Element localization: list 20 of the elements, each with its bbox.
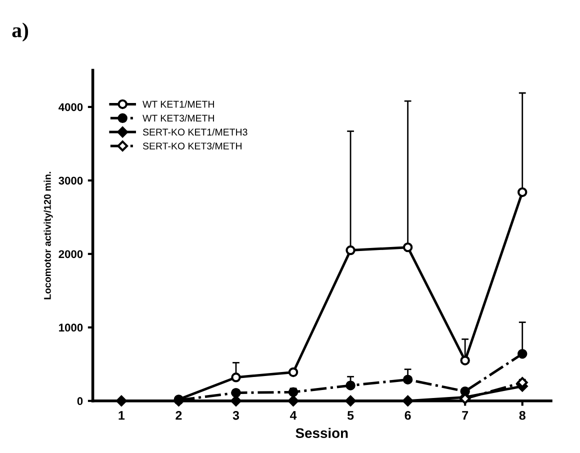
legend-label: WT KET1/METH [142, 100, 214, 108]
legend-label: SERT-KO KET1/METH3 [142, 128, 248, 136]
y-tick-label: 3000 [58, 176, 83, 185]
x-tick-label: 2 [176, 410, 182, 420]
chart-title: a) [12, 22, 28, 42]
x-tick-label: 3 [232, 410, 240, 420]
y-tick-label: 1000 [59, 324, 83, 332]
x-tick-label: 6 [404, 410, 411, 420]
y-axis-title: Locomotor activity/120 min. [44, 172, 53, 300]
legend-label: SERT-KO KET3/METH [142, 142, 242, 150]
x-tick-label: 4 [290, 411, 297, 420]
legend-label: WT KET3/METH [142, 114, 214, 122]
y-tick-label: 4000 [58, 103, 83, 112]
x-tick-label: 5 [347, 411, 354, 420]
y-tick-label: 0 [77, 397, 83, 406]
x-axis-title: Session [296, 428, 348, 438]
x-tick-label: 1 [118, 411, 125, 420]
y-tick-label: 2000 [58, 250, 83, 258]
x-tick-label: 7 [462, 411, 468, 420]
x-tick-label: 8 [519, 410, 526, 420]
